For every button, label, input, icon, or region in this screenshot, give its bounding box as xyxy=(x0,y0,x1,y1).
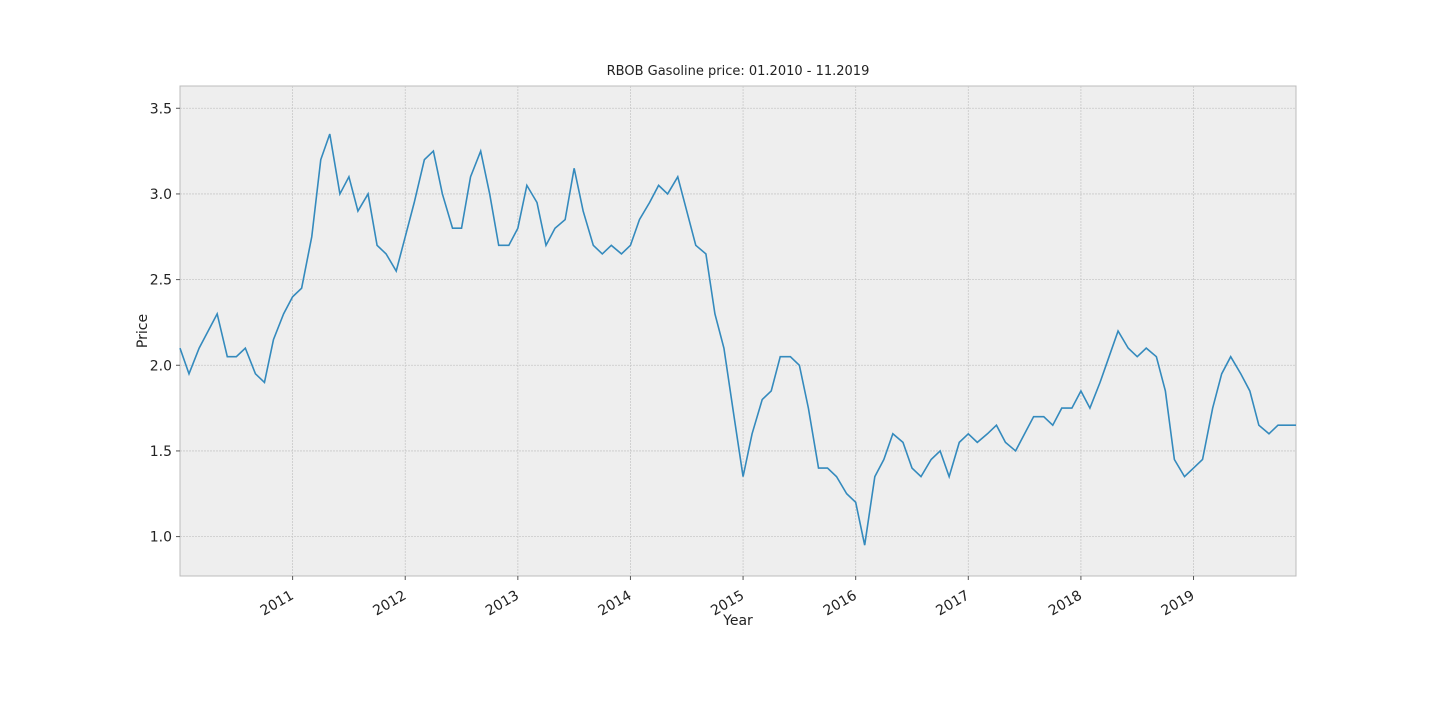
price-line xyxy=(179,133,1296,546)
y-tick-label: 2.0 xyxy=(150,358,172,374)
x-tick-label: 2012 xyxy=(370,588,409,620)
x-tick-label: 2018 xyxy=(1046,588,1085,620)
x-tick-label: 2016 xyxy=(821,588,860,620)
chart-title: RBOB Gasoline price: 01.2010 - 11.2019 xyxy=(607,64,870,79)
x-tick-label: 2011 xyxy=(258,588,297,620)
x-tick-label: 2014 xyxy=(596,588,635,620)
x-tick-label: 2019 xyxy=(1159,588,1198,620)
y-tick-label: 3.5 xyxy=(150,101,172,117)
y-axis-label: Price xyxy=(135,314,151,348)
y-tick-label: 1.5 xyxy=(150,444,172,460)
plot-area xyxy=(179,85,1297,577)
y-tick-label: 1.0 xyxy=(150,530,172,546)
x-tick-label: 2013 xyxy=(483,588,522,620)
x-axis-label: Year xyxy=(722,613,753,629)
x-tick-label: 2017 xyxy=(933,588,972,620)
y-tick-label: 2.5 xyxy=(150,273,172,289)
y-tick-label: 3.0 xyxy=(150,187,172,203)
